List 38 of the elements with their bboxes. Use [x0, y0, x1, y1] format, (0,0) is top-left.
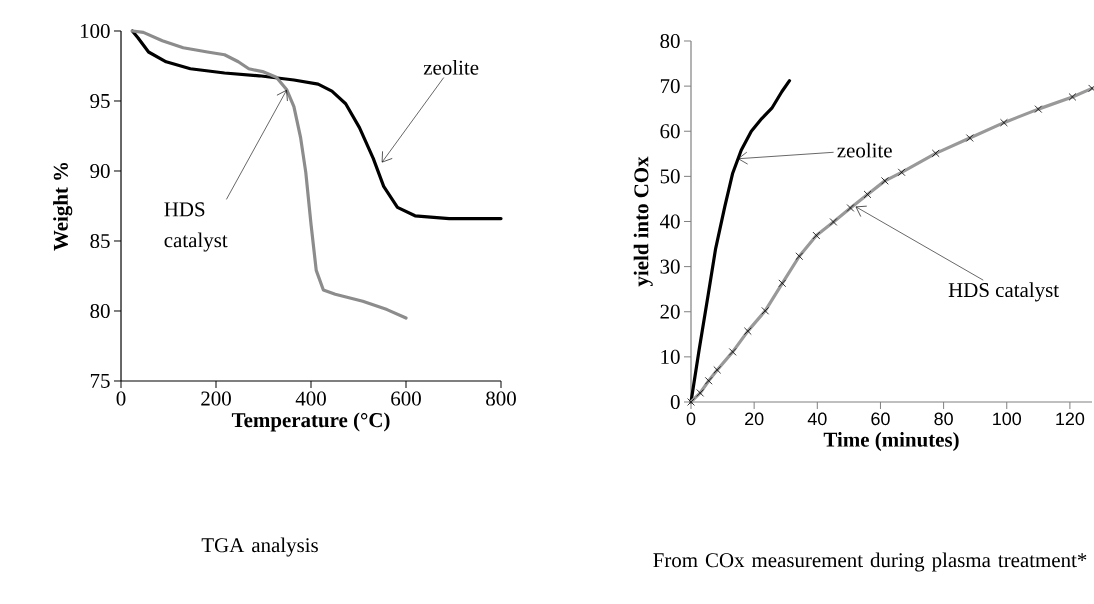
y-tick-label: 100	[80, 23, 110, 39]
x-tick-label: 200	[201, 391, 231, 406]
x-tick-label: 400	[295, 391, 326, 406]
x-tick-label: 20	[745, 412, 764, 426]
annotation: HDS catalyst	[948, 282, 1059, 302]
x-axis-title: Temperature (°C)	[231, 412, 390, 432]
x-tick-label: 80	[934, 412, 953, 426]
y-tick-label: 75	[90, 374, 110, 388]
y-tick-label: 85	[90, 233, 110, 249]
text: From COx measurement during plasma treatment*	[653, 552, 1087, 572]
y-tick-label: 95	[90, 93, 110, 109]
y-tick-label: 30	[660, 259, 680, 274]
y-tick-label: 10	[661, 349, 680, 364]
x-axis-title: Time (minutes)	[823, 432, 959, 452]
annotation: zeolite	[837, 142, 892, 158]
annotation: zeolite	[423, 60, 479, 75]
y-tick-label: 40	[659, 214, 680, 229]
x-tick-label: 120	[1056, 412, 1085, 426]
y-tick-label: 80	[90, 303, 110, 319]
y-tick-label: 90	[90, 163, 110, 179]
x-tick-label: 0	[686, 412, 696, 426]
y-tick-label: 50	[660, 169, 680, 184]
y-axis-title: yield into COx	[633, 156, 653, 287]
x-tick-label: 60	[871, 412, 890, 426]
y-tick-label: 70	[660, 79, 680, 94]
point	[687, 398, 695, 406]
y-tick-label: 20	[660, 304, 680, 319]
x-tick-label: 0	[116, 391, 126, 406]
line-series	[130, 29, 408, 320]
x-tick-label: 600	[391, 391, 421, 406]
annotation: HDS catalyst	[164, 202, 228, 252]
y-tick-label: 60	[660, 124, 680, 139]
text: TGA analysis	[201, 537, 318, 557]
x-tick-label: 40	[807, 412, 827, 426]
y-tick-label: 80	[660, 33, 680, 49]
y-axis-title: Weight %	[53, 162, 73, 251]
x-tick-label: 100	[993, 412, 1022, 426]
x-tick-label: 800	[486, 391, 516, 406]
